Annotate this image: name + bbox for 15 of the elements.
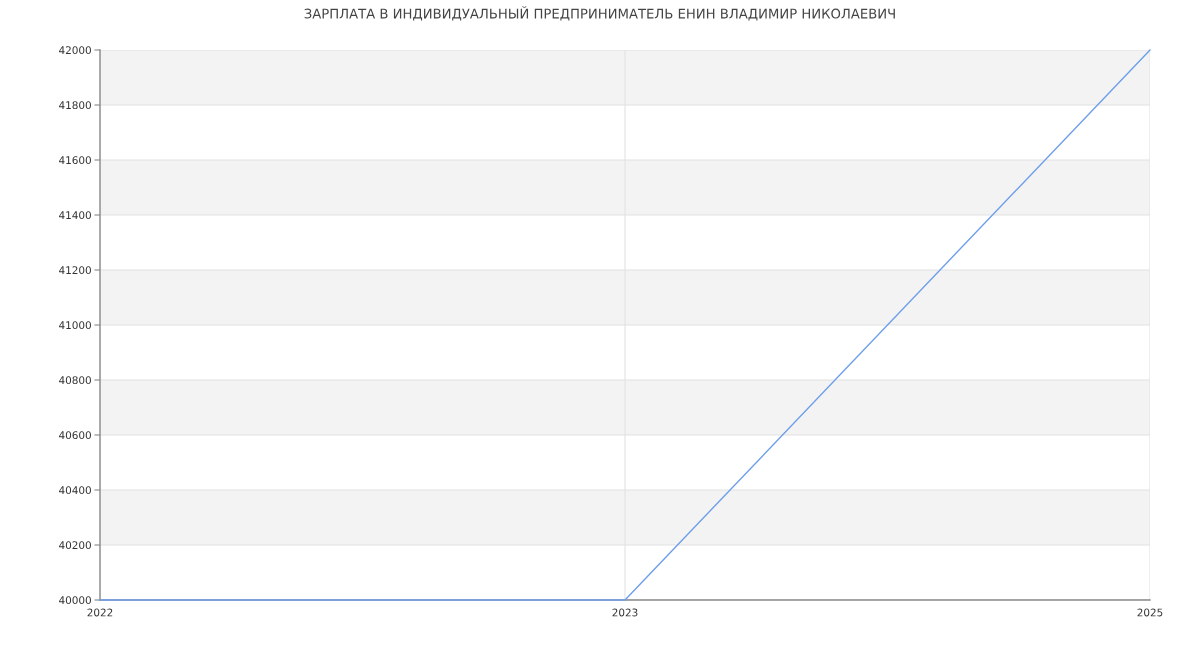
y-tick-label: 40400 <box>59 486 91 495</box>
x-tick-label: 2022 <box>87 608 113 617</box>
y-tick-label: 41400 <box>59 211 91 220</box>
y-tick-label: 41600 <box>59 156 91 165</box>
y-tick-label: 40800 <box>59 376 91 385</box>
chart-title: ЗАРПЛАТА В ИНДИВИДУАЛЬНЫЙ ПРЕДПРИНИМАТЕЛЬ ЕНИН ВЛАДИМИР НИКОЛАЕВИЧ <box>304 6 895 21</box>
y-tick-label: 42000 <box>59 46 91 55</box>
y-tick-label: 40000 <box>59 596 91 605</box>
x-tick-label: 2023 <box>612 608 638 617</box>
y-tick-label: 41000 <box>59 321 91 330</box>
x-tick-label: 2025 <box>1137 608 1163 617</box>
y-tick-label: 40600 <box>59 431 91 440</box>
y-tick-label: 40200 <box>59 541 91 550</box>
y-tick-label: 41800 <box>59 101 91 110</box>
y-tick-label: 41200 <box>59 266 91 275</box>
